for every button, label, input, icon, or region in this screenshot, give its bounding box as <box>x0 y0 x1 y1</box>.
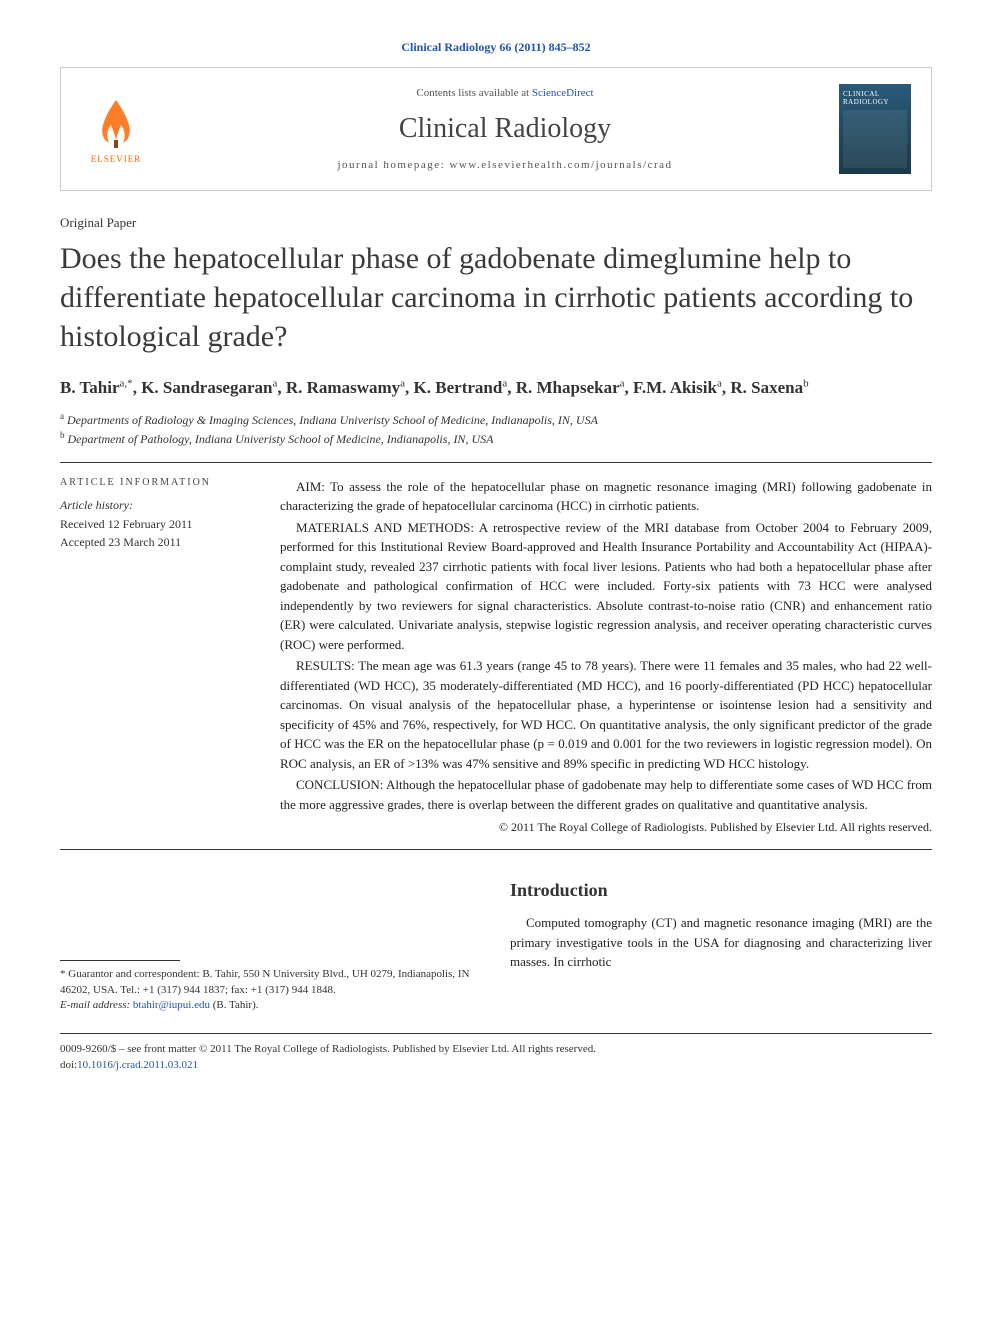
author-name: K. Sandrasegaran <box>141 378 272 397</box>
correspondence-email-link[interactable]: btahir@iupui.edu <box>133 999 210 1011</box>
cover-body <box>843 110 907 168</box>
introduction-text: Computed tomography (CT) and magnetic re… <box>510 913 932 972</box>
elsevier-logo[interactable]: ELSEVIER <box>81 89 151 169</box>
author-affil-sup: a <box>400 377 405 389</box>
article-info-column: ARTICLE INFORMATION Article history: Rec… <box>60 477 250 836</box>
abstract-results: RESULTS: The mean age was 61.3 years (ra… <box>280 656 932 773</box>
elsevier-tree-icon <box>91 95 141 150</box>
affiliations: a Departments of Radiology & Imaging Sci… <box>60 410 932 448</box>
author-name: R. Ramaswamy <box>286 378 400 397</box>
journal-cover-thumbnail[interactable]: CLINICAL RADIOLOGY <box>839 84 911 174</box>
doi-link[interactable]: 10.1016/j.crad.2011.03.021 <box>77 1059 198 1071</box>
journal-homepage-line: journal homepage: www.elsevierhealth.com… <box>171 159 839 171</box>
journal-header-box: ELSEVIER Contents lists available at Sci… <box>60 67 932 191</box>
introduction-column: Introduction Computed tomography (CT) an… <box>510 880 932 1013</box>
authors-line: B. Tahira,*, K. Sandrasegarana, R. Ramas… <box>60 376 932 400</box>
correspondence-column: * Guarantor and correspondent: B. Tahir,… <box>60 880 480 1013</box>
bottom-issn-line: 0009-9260/$ – see front matter © 2011 Th… <box>60 1042 932 1057</box>
cover-title-line1: CLINICAL <box>843 90 907 98</box>
homepage-url[interactable]: www.elsevierhealth.com/journals/crad <box>449 159 672 171</box>
paper-type-label: Original Paper <box>60 215 932 231</box>
abstract-copyright: © 2011 The Royal College of Radiologists… <box>280 820 932 835</box>
article-history-label: Article history: <box>60 498 250 513</box>
abstract-column: AIM: To assess the role of the hepatocel… <box>280 477 932 836</box>
author-affil-sup: a <box>272 377 277 389</box>
doi-prefix: doi: <box>60 1059 77 1071</box>
received-date: Received 12 February 2011 <box>60 515 250 533</box>
author-name: R. Mhapsekar <box>516 378 620 397</box>
author-name: K. Bertrand <box>414 378 503 397</box>
accepted-date: Accepted 23 March 2011 <box>60 533 250 551</box>
intro-row: * Guarantor and correspondent: B. Tahir,… <box>60 880 932 1013</box>
header-center: Contents lists available at ScienceDirec… <box>171 87 839 171</box>
abstract-methods: MATERIALS AND METHODS: A retrospective r… <box>280 518 932 655</box>
email-label: E-mail address: <box>60 999 133 1011</box>
article-info-heading: ARTICLE INFORMATION <box>60 477 250 488</box>
footnote-marker: * <box>60 968 66 980</box>
footnote-label: Guarantor and correspondent: <box>68 968 199 980</box>
info-abstract-row: ARTICLE INFORMATION Article history: Rec… <box>60 477 932 836</box>
affiliation-line: a Departments of Radiology & Imaging Sci… <box>60 410 932 429</box>
contents-prefix: Contents lists available at <box>416 87 531 99</box>
bottom-doi-line: doi:10.1016/j.crad.2011.03.021 <box>60 1058 932 1073</box>
abstract-aim: AIM: To assess the role of the hepatocel… <box>280 477 932 516</box>
footnote-rule <box>60 960 180 961</box>
elsevier-logo-text: ELSEVIER <box>91 154 142 164</box>
author-affil-sup: a,* <box>120 377 133 389</box>
affiliation-line: b Department of Pathology, Indiana Unive… <box>60 429 932 448</box>
author-name: R. Saxena <box>730 378 803 397</box>
cover-title-line2: RADIOLOGY <box>843 98 907 106</box>
homepage-prefix: journal homepage: <box>337 159 449 171</box>
paper-title: Does the hepatocellular phase of gadoben… <box>60 239 932 356</box>
email-suffix: (B. Tahir). <box>210 999 259 1011</box>
author-affil-sup: a <box>502 377 507 389</box>
author-affil-sup: b <box>803 377 809 389</box>
correspondence-footnote: * Guarantor and correspondent: B. Tahir,… <box>60 967 480 1013</box>
bottom-rule <box>60 1033 932 1034</box>
sciencedirect-link[interactable]: ScienceDirect <box>532 87 594 99</box>
abstract-body: AIM: To assess the role of the hepatocel… <box>280 477 932 815</box>
introduction-heading: Introduction <box>510 880 932 901</box>
mid-rule <box>60 849 932 850</box>
abstract-conclusion: CONCLUSION: Although the hepatocellular … <box>280 775 932 814</box>
author-affil-sup: a <box>717 377 722 389</box>
top-rule <box>60 462 932 463</box>
author-name: B. Tahir <box>60 378 120 397</box>
author-affil-sup: a <box>620 377 625 389</box>
contents-available-line: Contents lists available at ScienceDirec… <box>171 87 839 99</box>
author-name: F.M. Akisik <box>633 378 717 397</box>
journal-name: Clinical Radiology <box>171 113 839 145</box>
citation-line: Clinical Radiology 66 (2011) 845–852 <box>60 40 932 55</box>
